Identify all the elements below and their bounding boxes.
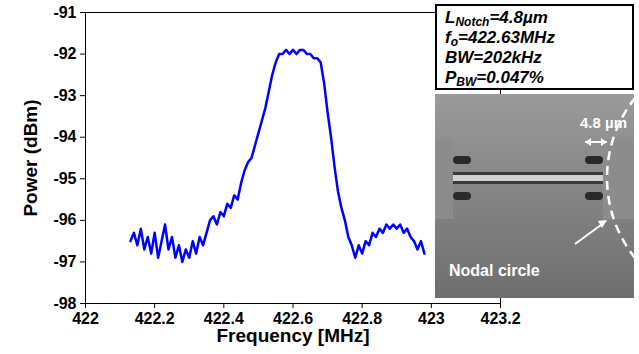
svg-text:-98: -98 <box>53 295 76 312</box>
svg-text:422.8: 422.8 <box>342 309 383 327</box>
svg-text:423.2: 423.2 <box>480 310 520 327</box>
svg-text:422.6: 422.6 <box>273 309 313 327</box>
svg-text:Nodal circle: Nodal circle <box>449 262 540 279</box>
svg-text:-96: -96 <box>53 211 76 228</box>
html-text:PBW=0.047%: PBW=0.047% <box>445 68 544 89</box>
svg-text:-92: -92 <box>53 45 76 62</box>
svg-text:Power (dBm): Power (dBm) <box>20 99 41 216</box>
svg-text:-91: -91 <box>53 4 76 21</box>
svg-text:422.2: 422.2 <box>135 310 175 327</box>
html-text:LNotch=4.8µm: LNotch=4.8µm <box>445 8 548 29</box>
svg-text:423: 423 <box>418 310 445 327</box>
svg-text:-95: -95 <box>53 170 76 187</box>
svg-text:422: 422 <box>72 310 99 327</box>
svg-text:422.4: 422.4 <box>203 309 244 327</box>
svg-text:4.8 µm: 4.8 µm <box>580 114 627 131</box>
svg-text:-97: -97 <box>53 253 76 270</box>
svg-text:-94: -94 <box>53 128 76 145</box>
html-text:fo=422.63MHz: fo=422.63MHz <box>445 28 555 49</box>
html-text:BW =202kHz: BW =202kHz <box>445 48 542 67</box>
svg-text:Frequency [MHz]: Frequency [MHz] <box>216 325 369 346</box>
svg-text:-93: -93 <box>53 87 76 104</box>
